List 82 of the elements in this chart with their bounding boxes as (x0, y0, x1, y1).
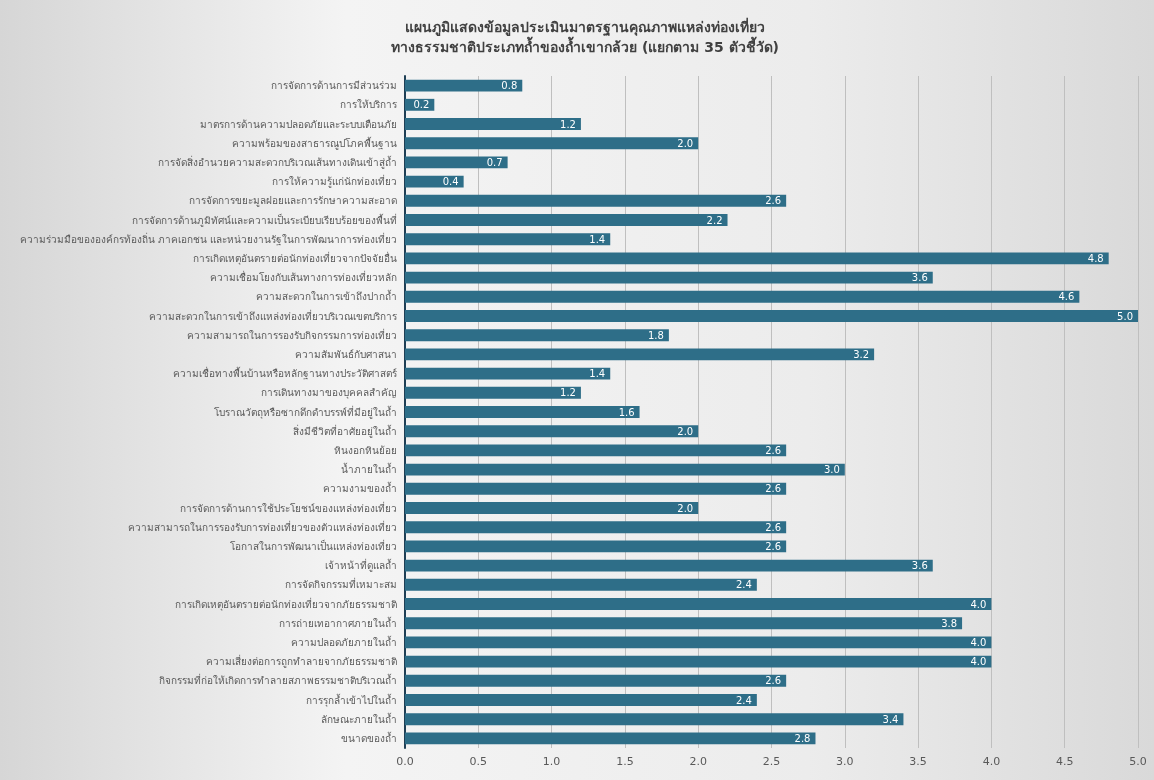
data-label: 1.2 (560, 118, 576, 130)
y-tick-label: ความร่วมมือขององค์กรท้องถิ่น ภาคเอกชน และหน่วยงานรัฐในการพัฒนาการท่องเที่ยว (19, 231, 397, 246)
x-tick-label: 4.0 (982, 755, 1001, 768)
data-label: 1.8 (647, 329, 664, 341)
y-tick-label: ความสามารถในการรองรับกิจกรรมการท่องเที่ยว (187, 327, 397, 341)
data-label: 2.6 (765, 483, 782, 495)
x-tick-label: 3.0 (836, 755, 854, 768)
y-tick-label: การเกิดเหตุอันตรายต่อนักท่องเที่ยวจากภัยธรรมชาติ (175, 596, 397, 611)
data-label: 4.0 (970, 598, 987, 610)
data-label: 3.0 (823, 464, 840, 476)
data-label: 0.2 (413, 99, 430, 111)
y-tick-label: โอกาสในการพัฒนาเป็นแหล่งท่องเที่ยว (230, 538, 397, 552)
y-tick-label: การให้บริการ (340, 99, 398, 111)
y-tick-label: การให้ความรู้แก่นักท่องเที่ยว (272, 174, 397, 189)
data-label: 0.4 (442, 176, 459, 188)
y-tick-label: ความงามของถ้ำ (323, 481, 397, 495)
y-tick-label: การจัดการด้านการใช้ประโยชน์ของแหล่งท่องเที่ยว (180, 500, 397, 514)
data-label: 2.4 (735, 579, 752, 591)
data-label: 4.0 (970, 656, 987, 668)
y-tick-label: มาตรการด้านความปลอดภัยและระบบเตือนภัย (200, 118, 397, 130)
y-tick-label: การจัดสิ่งอำนวยความสะดวกบริเวณเส้นทางเดินเข้าสู่ถ้ำ (158, 154, 397, 169)
y-tick-label: การจัดการด้านภูมิทัศน์และความเป็นระเบียบเรียบร้อยของพื้นที่ (132, 212, 397, 227)
x-tick-label: 1.5 (616, 755, 634, 768)
data-label: 2.6 (765, 195, 782, 207)
y-tick-label: น้ำภายในถ้ำ (341, 462, 397, 476)
data-label: 2.6 (765, 675, 782, 687)
y-tick-label: เจ้าหน้าที่ดูแลถ้ำ (325, 558, 397, 573)
data-label: 3.8 (941, 617, 958, 629)
data-label: 2.0 (677, 425, 694, 437)
y-tick-label: ความพร้อมของสาธารณูปโภคพื้นฐาน (232, 135, 397, 150)
y-tick-label: ความเชื่อทางพื้นบ้านหรือหลักฐานทางประวัติศาสตร์ (173, 366, 398, 381)
x-tick-label: 2.0 (689, 755, 707, 768)
data-label: 2.4 (735, 694, 752, 706)
data-label: 3.6 (911, 560, 928, 572)
y-tick-label: โบราณวัตถุหรือซากดึกดำบรรพ์ที่มีอยู่ในถ้ำ (214, 404, 397, 419)
y-tick-label: การรุกล้ำเข้าไปในถ้ำ (306, 692, 397, 707)
y-tick-label: สิ่งมีชีวิตที่อาศัยอยู่ในถ้ำ (293, 423, 397, 438)
y-tick-label: การจัดการขยะมูลฝอยและการรักษาความสะอาด (189, 195, 397, 208)
y-tick-label: การถ่ายเทอากาศภายในถ้ำ (279, 615, 397, 629)
data-label: 2.6 (765, 444, 782, 456)
data-label: 2.0 (677, 502, 694, 514)
y-tick-label: หินงอกหินย้อย (334, 444, 397, 456)
y-tick-label: การจัดการด้านการมีส่วนร่วม (271, 80, 397, 92)
data-label: 3.4 (882, 713, 899, 725)
y-tick-label: ความสะดวกในการเข้าถึงปากถ้ำ (256, 289, 397, 303)
y-tick-label: ลักษณะภายในถ้ำ (321, 711, 397, 725)
x-tick-label: 3.5 (909, 755, 927, 768)
data-label: 2.6 (765, 521, 782, 533)
y-tick-label: ความสะดวกในการเข้าถึงแหล่งท่องเที่ยวบริเวณเขตบริการ (149, 308, 398, 322)
y-tick-label: การเกิดเหตุอันตรายต่อนักท่องเที่ยวจากปัจจัยอื่น (193, 250, 397, 265)
data-label: 1.2 (560, 387, 576, 399)
y-tick-label: ความเสี่ยงต่อการถูกทำลายจากภัยธรรมชาติ (206, 654, 397, 669)
data-label: 5.0 (1117, 310, 1133, 322)
data-label: 1.6 (618, 406, 635, 418)
x-tick-label: 5.0 (1129, 755, 1147, 768)
y-tick-label: ความเชื่อมโยงกับเส้นทางการท่องเที่ยวหลัก (210, 270, 397, 284)
y-tick-label: กิจกรรมที่ก่อให้เกิดการทำลายสภาพธรรมชาติบริเวณถ้ำ (159, 673, 397, 687)
data-label: 4.8 (1087, 252, 1104, 264)
x-tick-label: 0.5 (469, 755, 488, 768)
y-tick-label: การเดินทางมาของบุคคลสำคัญ (261, 387, 397, 400)
data-label: 4.0 (970, 636, 987, 648)
x-tick-label: 4.5 (1055, 755, 1074, 768)
data-label: 0.8 (501, 80, 518, 92)
y-tick-label: ขนาดของถ้ำ (341, 730, 397, 744)
data-label: 2.6 (765, 540, 782, 552)
y-tick-label: ความสัมพันธ์กับศาสนา (295, 348, 397, 360)
data-label: 4.6 (1058, 291, 1075, 303)
y-tick-label: ความสามารถในการรองรับการท่องเที่ยวของตัวแหล่งท่องเที่ยว (128, 519, 397, 533)
y-tick-label: ความปลอดภัยภายในถ้ำ (291, 634, 397, 648)
data-label: 2.0 (677, 137, 694, 149)
data-label: 1.4 (589, 233, 606, 245)
x-tick-label: 1.0 (542, 755, 561, 768)
y-tick-label: การจัดกิจกรรมที่เหมาะสม (285, 577, 397, 591)
x-tick-label: 2.5 (762, 755, 781, 768)
chart-title: แผนภูมิแสดงข้อมูลประเมินมาตรฐานคุณภาพแหล่งท่องเที่ยว ทางธรรมชาติประเภทถ้ำของถ้ำเขากล้วย (แยกตาม 35 ตัวชี้วัด) (391, 17, 779, 55)
data-label: 0.7 (486, 156, 503, 168)
data-label: 1.4 (589, 368, 606, 380)
data-label: 2.2 (706, 214, 723, 226)
data-label: 3.2 (853, 348, 870, 360)
x-tick-label: 0.0 (396, 755, 414, 768)
data-label: 3.6 (911, 272, 928, 284)
data-label: 2.8 (794, 732, 811, 744)
